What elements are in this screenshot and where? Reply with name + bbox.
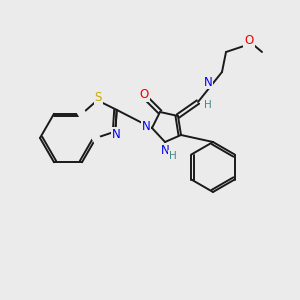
Text: S: S [94, 91, 102, 104]
Text: N: N [160, 143, 169, 157]
Text: H: H [204, 100, 212, 110]
Text: O: O [244, 34, 253, 47]
Text: H: H [169, 151, 177, 161]
Text: N: N [204, 76, 212, 88]
Text: O: O [140, 88, 148, 101]
Text: N: N [112, 128, 121, 141]
Text: N: N [142, 119, 150, 133]
